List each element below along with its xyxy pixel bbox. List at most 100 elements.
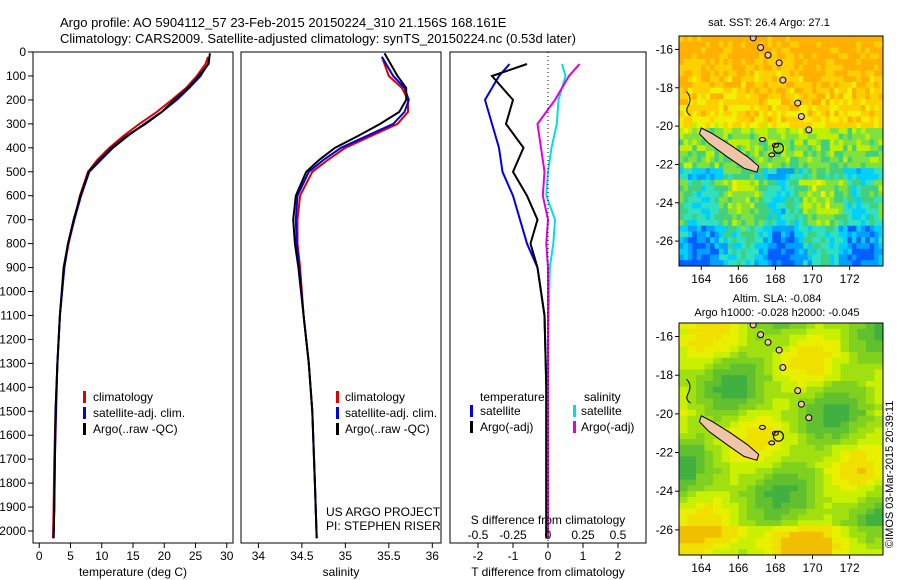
heat-cell (856, 197, 862, 204)
heat-cell (727, 53, 733, 60)
heat-cell (683, 191, 689, 198)
heat-cell (772, 381, 782, 388)
heat-cell (785, 220, 791, 227)
heat-cell (798, 47, 804, 54)
heat-cell (878, 145, 883, 152)
heat-cell (679, 122, 685, 129)
heat-cell (758, 151, 764, 158)
heat-cell (736, 231, 742, 238)
heat-cell (758, 243, 764, 250)
heat-cell (874, 254, 880, 261)
heat-cell (730, 386, 740, 394)
heat-cell (856, 116, 862, 123)
heat-cell (857, 549, 867, 555)
heat-cell (781, 415, 791, 423)
heat-cell (679, 462, 689, 469)
heat-cell (806, 386, 816, 394)
heat-cell (878, 128, 883, 135)
heat-cell (730, 352, 740, 359)
heat-cell (705, 202, 711, 210)
heat-cell (723, 82, 729, 89)
heat-cell (718, 248, 724, 256)
heat-cell (714, 243, 720, 250)
heat-cell (840, 415, 850, 423)
heat-cell (764, 386, 774, 394)
heat-cell (815, 543, 825, 550)
heat-cell (732, 191, 738, 198)
heat-cell (840, 328, 850, 336)
x-tick-label: 2 (615, 549, 622, 563)
heat-cell (781, 59, 787, 66)
heat-cell (687, 323, 697, 330)
heat-cell (781, 133, 787, 141)
heat-cell (732, 162, 738, 169)
heat-cell (838, 82, 844, 89)
heat-cell (860, 110, 866, 118)
heat-cell (874, 340, 883, 347)
heat-cell (713, 444, 723, 452)
heat-cell (829, 105, 835, 112)
heat-cell (692, 41, 698, 49)
heat-cell (754, 128, 760, 135)
heat-cell (764, 410, 774, 417)
heat-cell (825, 202, 831, 210)
heat-cell (807, 185, 813, 192)
heat-cell (789, 340, 799, 347)
heat-cell (763, 179, 769, 187)
heat-cell (776, 128, 782, 135)
heat-cell (866, 549, 876, 555)
heat-cell (754, 243, 760, 250)
heat-cell (874, 208, 880, 215)
heat-cell (713, 549, 723, 555)
heat-cell (874, 444, 883, 452)
heat-cell (749, 185, 755, 192)
heat-cell (834, 41, 840, 49)
heat-cell (825, 162, 831, 169)
heat-cell (798, 363, 808, 370)
heat-cell (843, 41, 849, 49)
heat-cell (692, 168, 698, 175)
heat-cell (829, 260, 835, 266)
heat-cell (767, 59, 773, 66)
temperature-legend: climatology satellite-adj. clim. Argo(..… (83, 390, 185, 436)
heat-cell (713, 508, 723, 515)
heat-cell (696, 254, 702, 261)
heat-cell (829, 162, 835, 169)
heat-cell (816, 185, 822, 192)
heat-cell (763, 59, 769, 66)
heat-cell (832, 398, 842, 405)
heat-cell (754, 110, 760, 118)
heat-cell (749, 208, 755, 215)
argo-position-marker (772, 430, 785, 442)
heat-cell (732, 168, 738, 175)
heat-cell (679, 444, 689, 452)
heat-cell (798, 543, 808, 550)
heat-cell (755, 537, 765, 544)
heat-cell (847, 185, 853, 192)
heat-cell (860, 133, 866, 141)
heat-cell (721, 502, 731, 510)
heat-cell (763, 122, 769, 129)
heat-cell (714, 156, 720, 164)
heat-cell (687, 128, 693, 135)
heat-cell (687, 456, 697, 463)
heat-cell (865, 225, 871, 233)
heat-cell (755, 357, 765, 365)
heat-cell (878, 64, 883, 72)
heat-cell (772, 427, 782, 434)
heat-cell (832, 473, 842, 481)
heat-cell (713, 502, 723, 510)
heat-cell (849, 410, 859, 417)
heat-cell (794, 151, 800, 158)
salinity-curves (292, 52, 410, 539)
heat-cell (696, 502, 706, 510)
heat-cell (878, 174, 883, 181)
heat-cell (820, 220, 826, 227)
credit-text: ©IMOS 03-Mar-2015 20:39:11 (884, 401, 896, 548)
heat-cell (763, 128, 769, 135)
heat-cell (823, 479, 833, 486)
heat-cell (754, 185, 760, 192)
heat-cell (815, 433, 825, 440)
heat-cell (736, 122, 742, 129)
heat-cell (851, 99, 857, 106)
